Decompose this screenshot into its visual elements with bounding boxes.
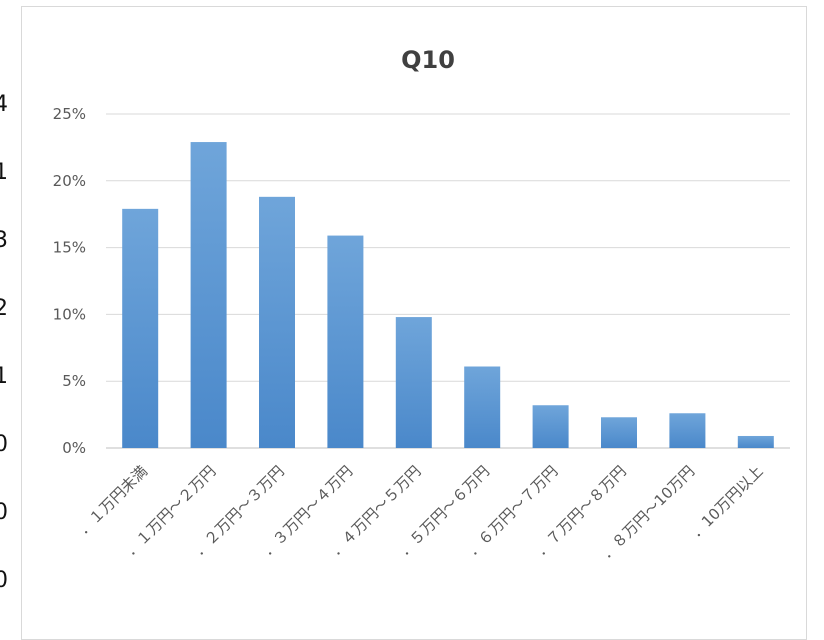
bar[interactable]: [669, 413, 706, 448]
y-tick-label: 10%: [53, 305, 86, 323]
bar[interactable]: [259, 196, 295, 448]
bar[interactable]: [464, 366, 501, 448]
y-tick-label: 20%: [53, 172, 86, 190]
bar[interactable]: [532, 405, 569, 448]
background-tick-label: 1: [0, 364, 8, 389]
background-tick-label: 0: [0, 432, 8, 457]
background-tick-label: 0: [0, 500, 8, 525]
y-tick-label: 25%: [53, 105, 86, 123]
background-tick-label: 1: [0, 160, 8, 185]
bar[interactable]: [601, 417, 637, 448]
x-category-label: ．１万円未満: [75, 462, 151, 538]
background-tick-label: 4: [0, 92, 8, 117]
x-axis: ．１万円未満．１万円～２万円．２万円～３万円．３万円～４万円．４万円～５万円．５…: [75, 462, 767, 562]
background-tick-label: 0: [0, 568, 8, 593]
chart-area[interactable]: Q10 0% 5% 10% 15% 20% 25% ．１万円未満 ．１万円～２万円 ．２万円～…: [21, 6, 807, 640]
bar[interactable]: [737, 435, 774, 448]
y-tick-label: 15%: [53, 239, 86, 257]
bar[interactable]: [190, 142, 227, 448]
chart-title: Q10: [401, 46, 455, 74]
bar-chart: Q10 0% 5% 10% 15% 20% 25% ．１万円未満．１万円～２万円．２万円～…: [53, 46, 790, 563]
y-tick-label: 5%: [62, 372, 86, 390]
bar-series: [122, 142, 774, 448]
bar[interactable]: [327, 235, 364, 448]
background-tick-label: 2: [0, 296, 8, 321]
y-tick-label: 0%: [62, 439, 86, 457]
x-category-label: ．10万円以上: [687, 462, 766, 541]
y-axis: 0% 5% 10% 15% 20% 25%: [53, 105, 86, 457]
bar[interactable]: [395, 317, 432, 448]
bar[interactable]: [122, 208, 159, 448]
background-tick-label: 3: [0, 228, 8, 253]
